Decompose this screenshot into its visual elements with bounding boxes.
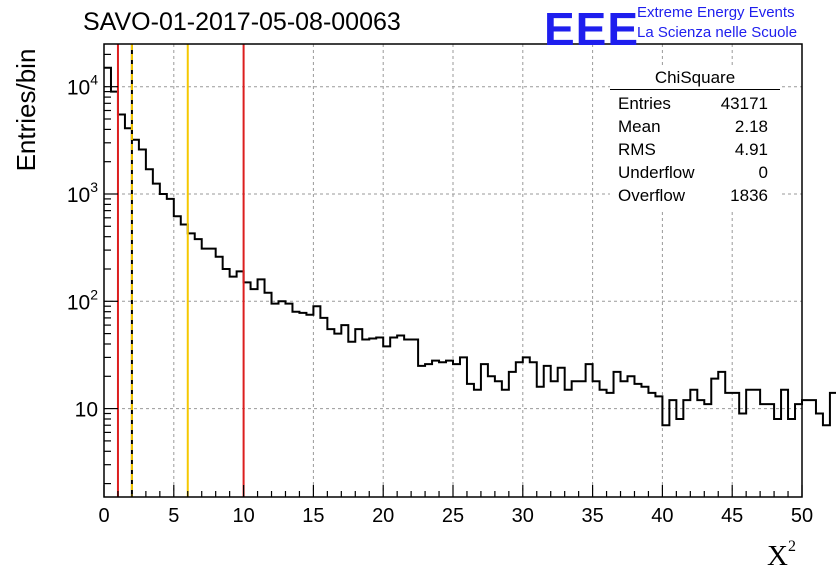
grid-lines: [104, 44, 802, 497]
stats-value: 2.18: [734, 117, 768, 136]
x-tick-label: 20: [372, 505, 394, 527]
x-tick-label: 30: [512, 505, 534, 527]
x-tick-label: 5: [168, 505, 179, 527]
x-tick-label: 10: [232, 505, 254, 527]
histogram-outline: [104, 66, 836, 427]
stats-key: Entries: [618, 94, 671, 113]
y-tick-label: 104: [67, 72, 98, 100]
histogram: [104, 66, 836, 427]
stats-key: Overflow: [618, 186, 686, 205]
x-tick-label: 35: [581, 505, 603, 527]
stats-box: ChiSquare Entries 43171 Mean 2.18 RMS 4.…: [610, 66, 780, 210]
stats-value: 0: [758, 163, 768, 182]
y-tick-label: 102: [67, 286, 98, 314]
stats-value: 1836: [730, 186, 768, 205]
y-tick-label: 103: [67, 179, 98, 207]
x-tick-label: 15: [302, 505, 324, 527]
y-tick-label: 10: [75, 399, 98, 422]
marker-lines: [116, 44, 245, 497]
x-tick-label: 25: [442, 505, 464, 527]
x-tick-label: 45: [721, 505, 743, 527]
x-tick-label: 50: [791, 505, 813, 527]
x-axis-label-base: X: [767, 540, 788, 572]
stats-value: 43171: [720, 94, 768, 113]
eee-logo: EEE: [544, 3, 640, 55]
logo-line-2: La Scienza nelle Scuole: [637, 24, 798, 41]
stats-divider: [610, 89, 780, 90]
x-axis-label-exponent: 2: [787, 538, 796, 555]
stats-key: RMS: [618, 140, 656, 159]
x-axis-label: X2: [767, 538, 796, 573]
x-tick-label: 40: [651, 505, 673, 527]
stats-key: Mean: [618, 117, 661, 136]
stats-value: 4.91: [734, 140, 768, 159]
x-tick-label: 0: [98, 505, 109, 527]
logo-line-1: Extreme Energy Events: [637, 4, 795, 21]
stats-title: ChiSquare: [654, 68, 736, 87]
chart-title: SAVO-01-2017-05-08-00063: [83, 8, 401, 36]
stats-key: Underflow: [618, 163, 695, 182]
y-axis-label: Entries/bin: [11, 48, 41, 172]
axis-ticks: 0 5 10 15 20 25 30 35 40 45 50 10 102 103 104: [67, 53, 813, 527]
